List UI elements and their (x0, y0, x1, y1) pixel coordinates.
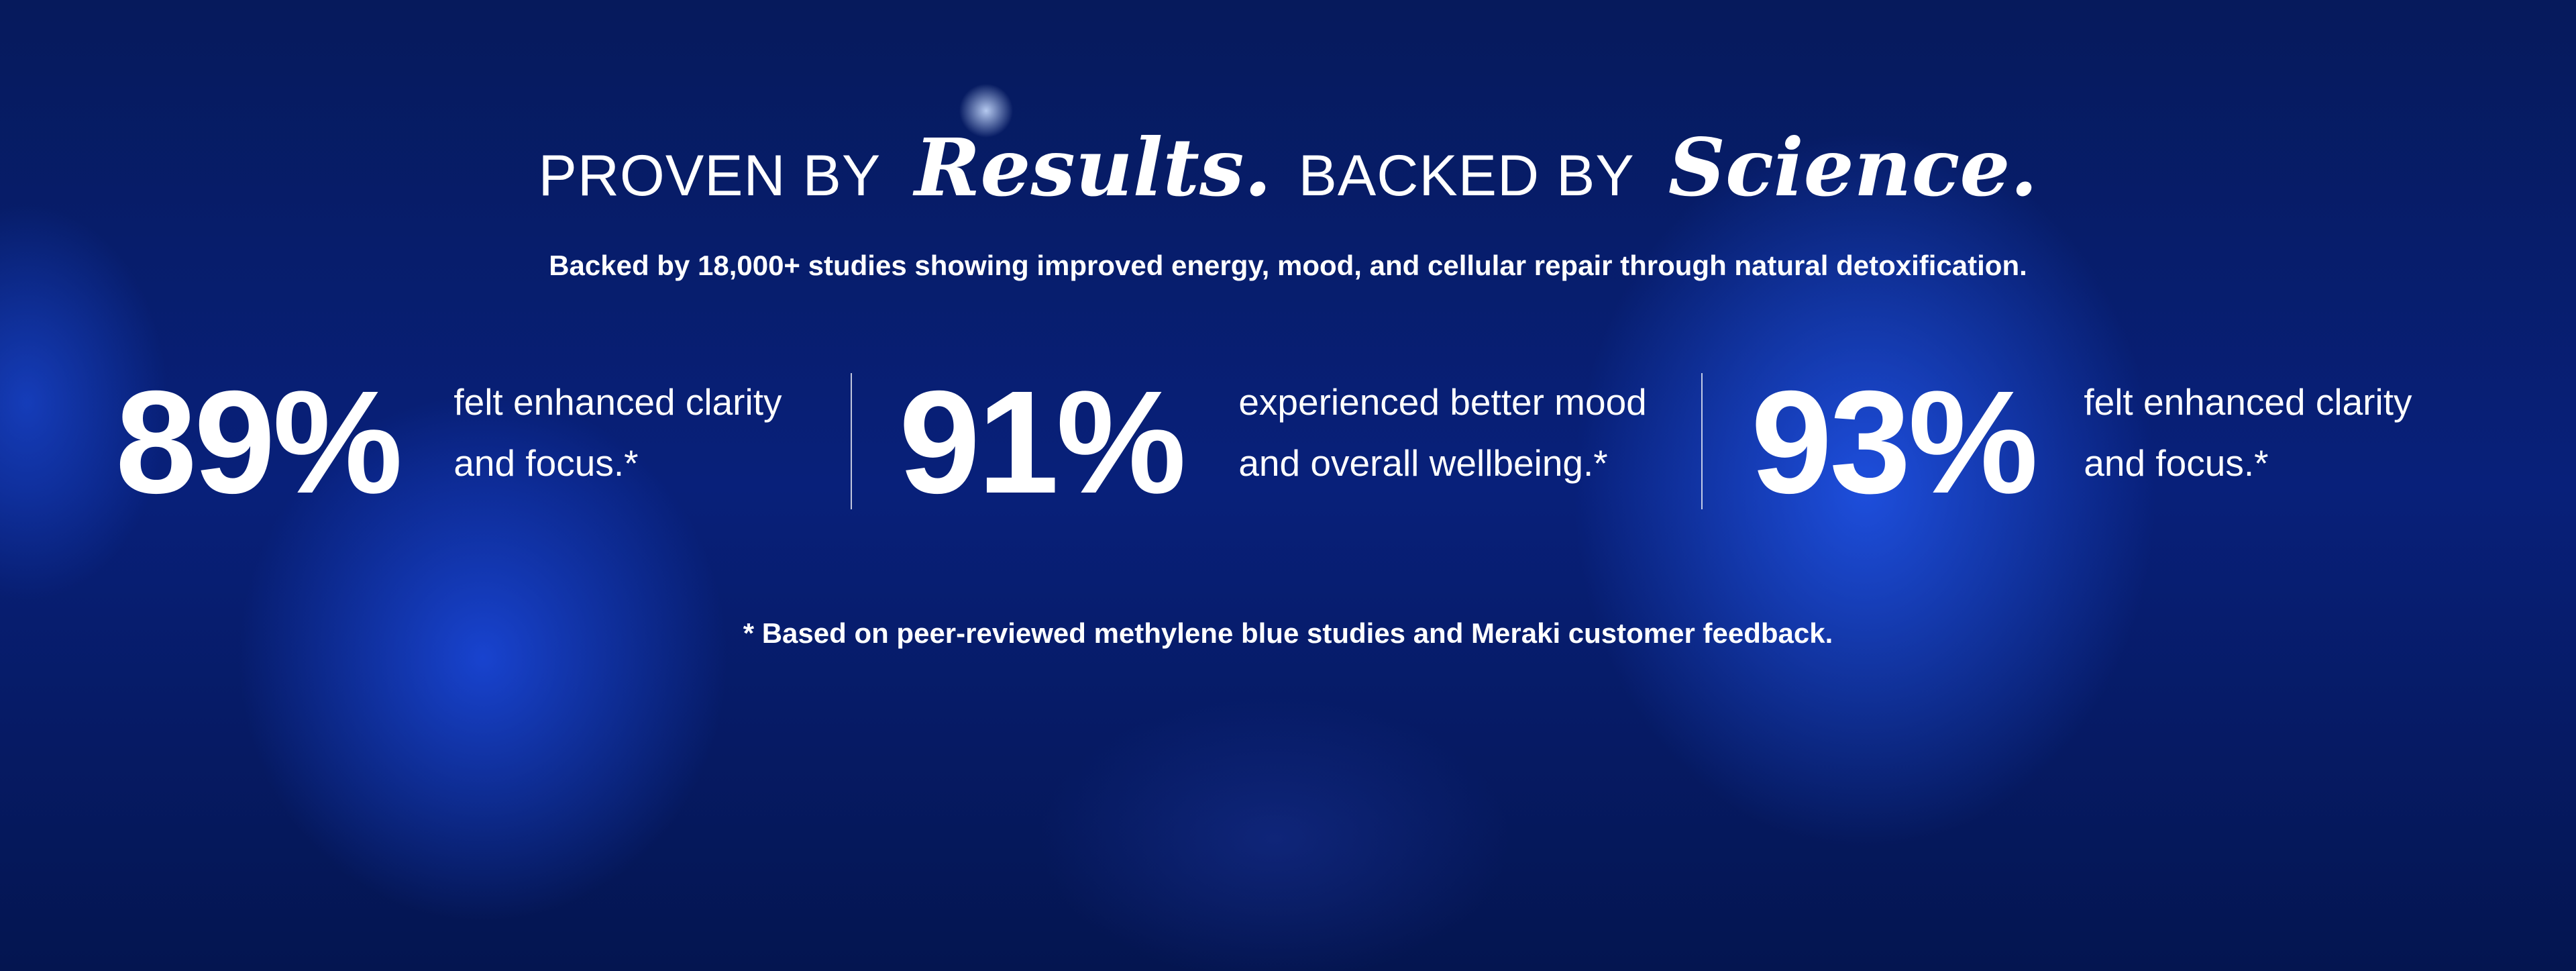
stat-description: experienced better mood and overall well… (1238, 372, 1646, 494)
stat-line: experienced better mood (1238, 381, 1647, 423)
divider (1701, 373, 1703, 509)
stat-description: felt enhanced clarity and focus.* (453, 372, 782, 494)
footnote: * Based on peer-reviewed methylene blue … (743, 617, 1833, 649)
stat-line: felt enhanced clarity (453, 381, 782, 423)
stat-line: and focus.* (2084, 442, 2269, 484)
heading-part-1: PROVEN BY (538, 144, 881, 208)
stat-3: 93% felt enhanced clarity and focus.* (1751, 361, 2412, 524)
section-heading: PROVEN BY Results. BACKED BY Science. (0, 121, 2576, 214)
subtitle: Backed by 18,000+ studies showing improv… (549, 250, 2027, 281)
stat-value: 89% (115, 361, 402, 524)
heading-accent-science: Science. (1668, 121, 2038, 214)
stat-2: 91% experienced better mood and overall … (899, 361, 1647, 524)
stat-value: 91% (899, 361, 1186, 524)
stat-value: 93% (1751, 361, 2038, 524)
divider (851, 373, 852, 509)
heading-part-2: BACKED BY (1298, 144, 1635, 208)
stat-line: and focus.* (453, 442, 639, 484)
stat-line: and overall wellbeing.* (1238, 442, 1608, 484)
heading-accent-results: Results. (914, 121, 1272, 214)
stat-1: 89% felt enhanced clarity and focus.* (115, 361, 782, 524)
stat-description: felt enhanced clarity and focus.* (2084, 372, 2412, 494)
stat-line: felt enhanced clarity (2084, 381, 2412, 423)
